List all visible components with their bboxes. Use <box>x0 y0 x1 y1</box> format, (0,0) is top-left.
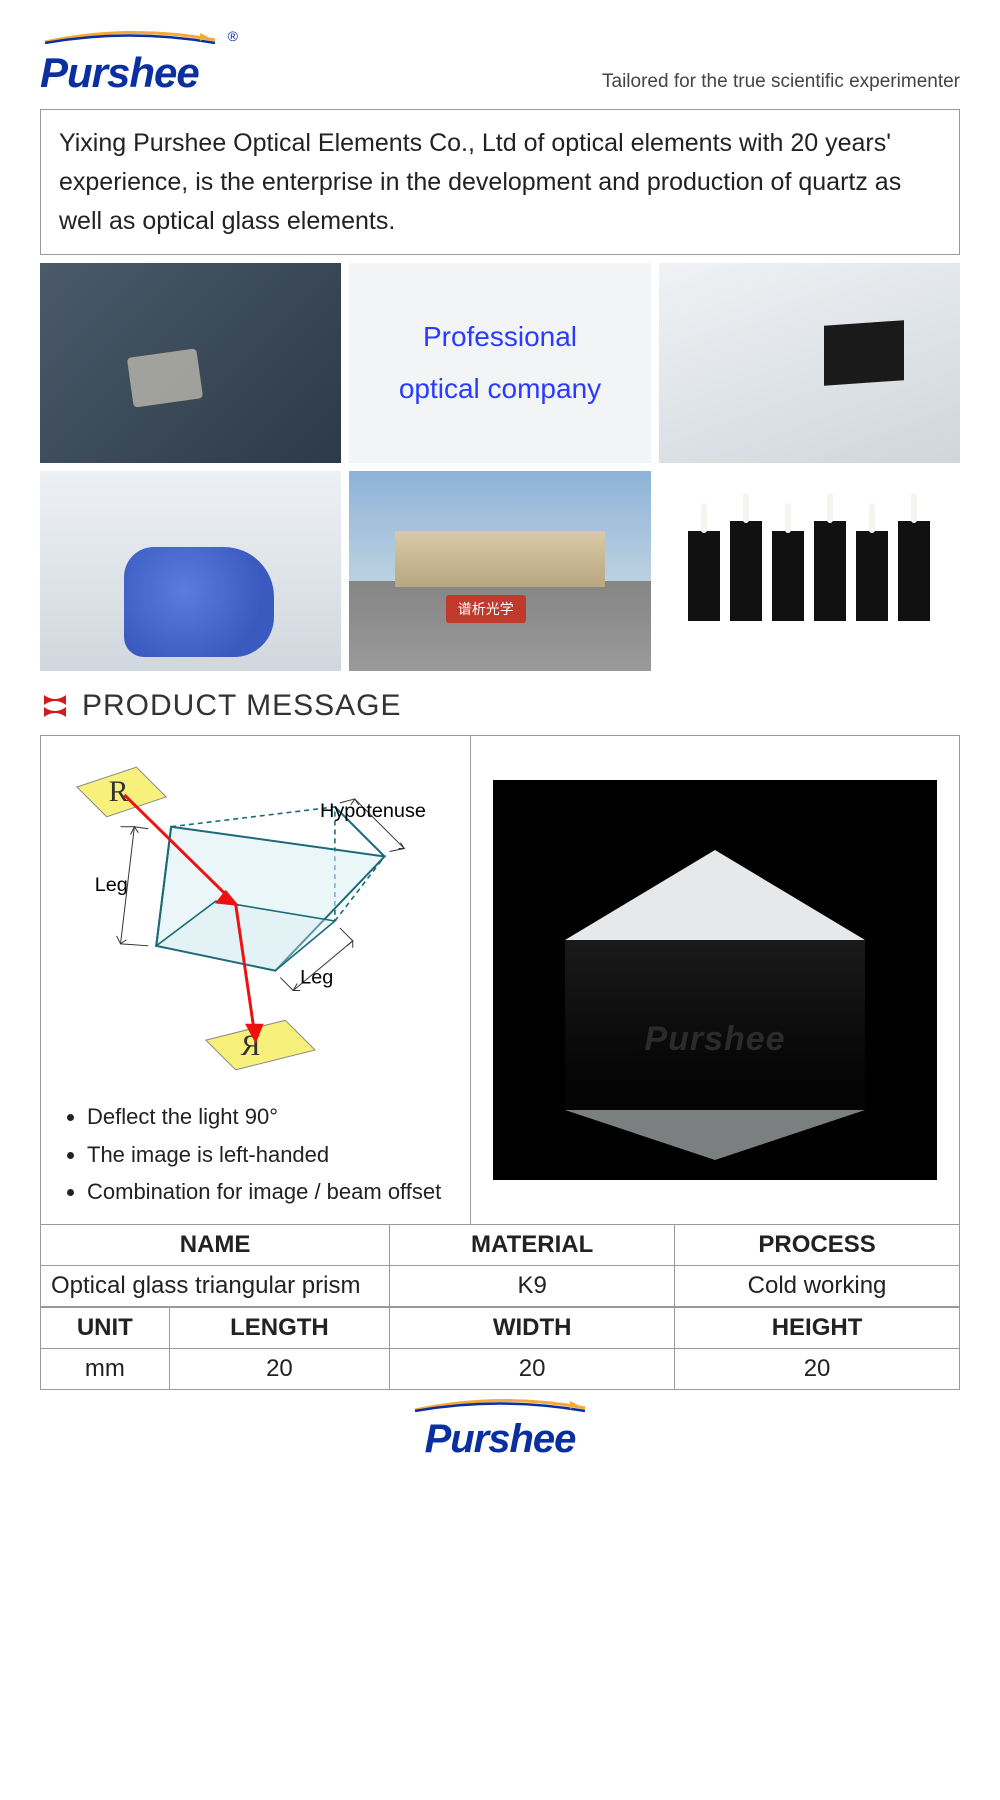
td-width: 20 <box>390 1349 675 1390</box>
logo-swoosh-icon <box>400 1398 600 1412</box>
tagline: Tailored for the true scientific experim… <box>602 71 960 97</box>
gallery-text-line2: optical company <box>399 373 601 405</box>
gallery-tile-lab-work <box>40 263 341 463</box>
th-width: WIDTH <box>390 1308 675 1349</box>
td-length: 20 <box>169 1349 390 1390</box>
logo-swoosh-icon <box>40 30 220 44</box>
table-row: UNIT LENGTH WIDTH HEIGHT <box>41 1308 960 1349</box>
diagram-label-leg1: Leg <box>95 874 128 896</box>
diagram-label-leg2: Leg <box>300 967 333 989</box>
bullet-item: Deflect the light 90° <box>87 1098 454 1135</box>
th-name: NAME <box>41 1225 390 1266</box>
gallery-tile-cuvettes <box>659 471 960 671</box>
diagram-cell: R R <box>41 736 471 1224</box>
td-unit: mm <box>41 1349 170 1390</box>
bullet-item: Combination for image / beam offset <box>87 1173 454 1210</box>
spec-table-1: NAME MATERIAL PROCESS Optical glass tria… <box>40 1225 960 1307</box>
section-title: PRODUCT MESSAGE <box>82 689 402 723</box>
diagram-glyph-in: R <box>109 775 129 808</box>
gallery-tile-text: Professional optical company <box>349 263 650 463</box>
footer-logo: Purshee <box>40 1398 960 1462</box>
product-photo-cell: Purshee <box>471 736 959 1224</box>
table-row: mm 20 20 20 <box>41 1349 960 1390</box>
prism-diagram: R R <box>57 756 454 1086</box>
diagram-label-hypotenuse: Hypotenuse <box>320 800 426 822</box>
th-material: MATERIAL <box>390 1225 675 1266</box>
header: Purshee ® Tailored for the true scientif… <box>40 30 960 97</box>
section-heading: PRODUCT MESSAGE <box>40 689 960 723</box>
brand-name: Purshee <box>40 49 220 97</box>
company-intro: Yixing Purshee Optical Elements Co., Ltd… <box>40 109 960 255</box>
gallery-text-line1: Professional <box>423 321 577 353</box>
brand-logo: Purshee ® <box>40 30 220 97</box>
th-height: HEIGHT <box>675 1308 960 1349</box>
bullet-item: The image is left-handed <box>87 1136 454 1173</box>
th-length: LENGTH <box>169 1308 390 1349</box>
product-panel: R R <box>40 735 960 1225</box>
spec-table-2: UNIT LENGTH WIDTH HEIGHT mm 20 20 20 <box>40 1307 960 1390</box>
photo-gallery: Professional optical company 谱析光学 <box>40 263 960 671</box>
feature-bullets: Deflect the light 90° The image is left-… <box>57 1086 454 1210</box>
building-sign: 谱析光学 <box>446 595 526 623</box>
gallery-tile-technician <box>659 263 960 463</box>
th-process: PROCESS <box>675 1225 960 1266</box>
section-icon <box>40 691 70 721</box>
photo-watermark: Purshee <box>644 1020 785 1059</box>
gallery-tile-building: 谱析光学 <box>349 471 650 671</box>
td-height: 20 <box>675 1349 960 1390</box>
td-material: K9 <box>390 1266 675 1307</box>
footer-brand-name: Purshee <box>40 1417 960 1462</box>
table-row: Optical glass triangular prism K9 Cold w… <box>41 1266 960 1307</box>
td-name: Optical glass triangular prism <box>41 1266 390 1307</box>
product-photo: Purshee <box>493 780 937 1180</box>
th-unit: UNIT <box>41 1308 170 1349</box>
table-row: NAME MATERIAL PROCESS <box>41 1225 960 1266</box>
registered-mark: ® <box>228 28 238 44</box>
page: Purshee ® Tailored for the true scientif… <box>0 0 1000 1492</box>
gallery-tile-gloves <box>40 471 341 671</box>
td-process: Cold working <box>675 1266 960 1307</box>
